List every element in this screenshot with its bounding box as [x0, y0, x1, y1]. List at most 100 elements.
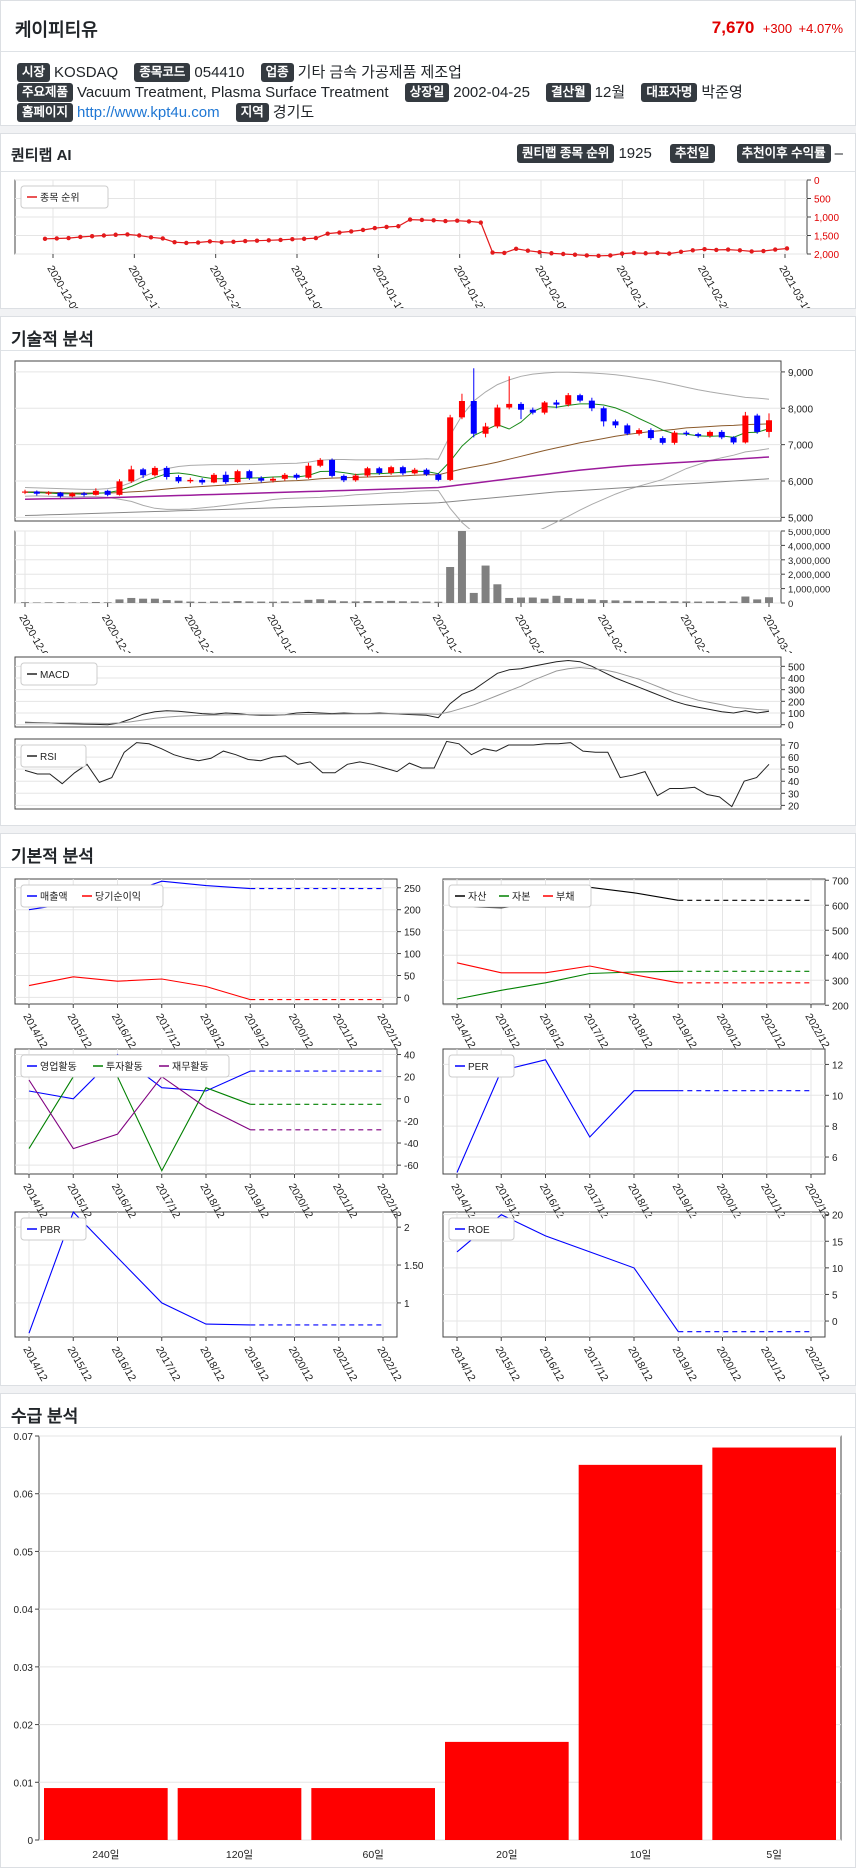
rank-point — [513, 246, 519, 252]
macd-line — [24, 659, 770, 726]
volume-bar — [245, 601, 254, 603]
volume-bar — [446, 567, 455, 603]
volume-bar — [552, 595, 561, 603]
y-tick-label: 2,000,000 — [788, 570, 830, 581]
rank-point — [231, 239, 236, 244]
x-tick-label: 2021-01-08 — [288, 264, 325, 309]
y-tick-label: 1,000,000 — [788, 585, 830, 596]
y-tick-label: 5,000 — [788, 513, 813, 524]
legend-box — [448, 1054, 515, 1078]
rank-chart: 0 500 1,000 1,500 2,000 2020-12-09 2020-12-17 2… — [14, 176, 839, 309]
fin_sales-series-line — [28, 976, 251, 1001]
x-tick-label: 2022/12 — [374, 1345, 403, 1384]
candle-body — [81, 493, 88, 495]
y-tick-label: 4,000,000 — [788, 541, 830, 552]
x-tick-label: 2022/12 — [802, 1345, 831, 1384]
candle-body — [104, 490, 111, 495]
quantlab-title: 퀀티랩 AI — [11, 147, 72, 164]
volume-bar — [398, 601, 407, 603]
info-row-3: 홈페이지 http://www.kpt4u.com 지역 경기도 — [17, 101, 326, 122]
volume-bar — [457, 531, 466, 603]
candle-body — [636, 430, 643, 434]
x-tick-label: 2021-02-05 — [532, 264, 569, 309]
y-tick-label: -20 — [404, 1117, 419, 1128]
volume-bar — [658, 601, 667, 603]
y-tick-label: 100 — [404, 950, 421, 961]
volume-bar — [410, 601, 419, 603]
volume-bar — [209, 601, 218, 603]
volume-bar — [564, 598, 573, 603]
candle-body — [69, 493, 76, 497]
y-tick-label: 200 — [788, 697, 805, 708]
rank-point — [773, 247, 778, 252]
volume-bar — [611, 600, 620, 603]
x-tick-label: 2020-12-09 — [44, 264, 81, 309]
x-tick-label: 2021-01-27 — [451, 264, 488, 309]
bb-lower-line — [24, 448, 770, 529]
x-tick-label: 2021-02-26 — [678, 613, 715, 654]
candle-body — [458, 401, 465, 418]
y-tick-label: 400 — [788, 674, 805, 685]
rank-point — [419, 217, 425, 223]
rank-point — [195, 240, 201, 245]
rank-point — [561, 251, 566, 257]
x-tick-label: 2020/12 — [714, 1345, 743, 1384]
x-tick-label: 2021-03-10 — [760, 613, 797, 654]
volume-bar — [469, 592, 478, 603]
quantlab-stats: 퀀티랩 종목 순위 1925 추천일 추천이후 수익률 – — [516, 144, 843, 163]
y-tick-label: 600 — [832, 901, 849, 912]
volume-bar — [127, 597, 136, 603]
candle-body — [175, 477, 182, 482]
volume-bar — [103, 602, 112, 603]
candle-body — [730, 437, 737, 443]
volume-bar — [257, 601, 266, 603]
y-tick-label: 1.50 — [404, 1261, 424, 1272]
y-tick-label: 0 — [404, 993, 410, 1004]
candle-body — [612, 421, 619, 426]
supply-bar — [177, 1788, 302, 1840]
y-tick-label: 1,500 — [814, 232, 839, 243]
x-tick-label: 2021-02-17 — [614, 264, 651, 309]
volume-bar — [623, 600, 632, 603]
y-tick-label: -60 — [404, 1161, 419, 1172]
legend-label: 자산 — [468, 891, 486, 903]
legend-box — [20, 744, 87, 768]
candle-body — [258, 478, 265, 481]
volume-bar — [493, 584, 502, 603]
rank-point — [278, 237, 283, 243]
rank-point — [89, 234, 95, 239]
candle-body — [624, 425, 631, 434]
candle-body — [470, 401, 477, 434]
x-tick-label: 2017/12 — [581, 1345, 610, 1384]
volume-bar — [670, 601, 679, 603]
volume-bar — [363, 600, 372, 603]
macd-line — [25, 666, 770, 725]
volume-bar — [387, 600, 396, 603]
volume-bar — [717, 601, 726, 603]
candle-body — [695, 434, 702, 436]
supply-bar — [44, 1788, 168, 1840]
candle-body — [234, 471, 241, 483]
y-tick-label: 0 — [788, 721, 794, 732]
candle-body — [423, 469, 430, 475]
volume-bar — [221, 601, 230, 603]
y-tick-label: 5,000,000 — [788, 529, 830, 538]
info-row-2: 주요제품 Vacuum Treatment, Plasma Surface Tre… — [17, 81, 755, 102]
candle-body — [588, 400, 595, 409]
homepage-link[interactable]: http://www.kpt4u.com — [77, 104, 220, 121]
volume-bar — [339, 601, 348, 603]
candle-body — [281, 474, 288, 479]
candle-body — [718, 431, 725, 438]
legend-label: 당기순이익 — [95, 891, 141, 903]
roe-chart: 0 5 10 15 20 2014/12 2015/12 2016/12 2017/12 2018… — [442, 1211, 844, 1384]
volume-bar — [162, 600, 171, 603]
rank-point — [584, 253, 589, 258]
code-value: 054410 — [194, 64, 245, 81]
x-tick-label: 2021/12 — [330, 1345, 359, 1384]
legend-box — [448, 1217, 515, 1241]
candle-body — [577, 395, 584, 401]
x-tick-label: 2020-12-17 — [99, 613, 136, 654]
rank-point — [313, 235, 319, 241]
